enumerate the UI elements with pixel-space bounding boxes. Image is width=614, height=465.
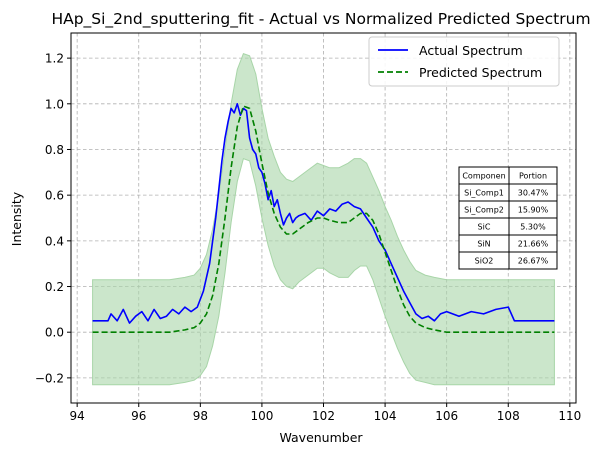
table-header: Portion	[519, 172, 547, 181]
table-cell	[508, 251, 558, 270]
y-tick-label: 0.0	[45, 326, 64, 340]
component-table: Componen Portion Si_Comp1 30.47% Si_Comp2 15.…	[458, 166, 558, 270]
y-tick-label: 0.6	[45, 189, 64, 203]
x-tick-label: 108	[497, 409, 520, 423]
chart-title: HAp_Si_2nd_sputtering_fit - Actual vs No…	[51, 10, 590, 29]
table-portion-value: 26.67%	[518, 257, 549, 266]
legend-predicted-label: Predicted Spectrum	[419, 65, 542, 80]
x-axis-label: Wavenumber	[279, 430, 363, 445]
x-tick-label: 98	[193, 409, 208, 423]
table-header: Componen	[462, 172, 505, 181]
table-component-name: Si_Comp2	[464, 206, 504, 215]
legend-actual-label: Actual Spectrum	[419, 43, 523, 58]
table-portion-value: 5.30%	[520, 223, 546, 232]
x-axis: 94 96 98 100 102 104 106 108 110	[70, 403, 581, 423]
x-tick-label: 102	[312, 409, 335, 423]
y-tick-label: 1.0	[45, 97, 64, 111]
x-tick-label: 104	[374, 409, 397, 423]
y-axis: −0.2 0.0 0.2 0.4 0.6 0.8 1.0 1.2	[35, 52, 71, 385]
table-component-name: SiN	[477, 240, 490, 249]
y-tick-label: 0.2	[45, 280, 64, 294]
table-portion-value: 15.90%	[518, 206, 549, 215]
series-predicted-line	[92, 105, 555, 333]
x-tick-label: 100	[250, 409, 273, 423]
x-tick-label: 94	[70, 409, 85, 423]
y-tick-label: 0.4	[45, 234, 64, 248]
legend: Actual Spectrum Predicted Spectrum	[368, 36, 560, 87]
x-tick-label: 110	[558, 409, 581, 423]
x-tick-label: 96	[131, 409, 146, 423]
y-tick-label: 0.8	[45, 143, 64, 157]
table-portion-value: 30.47%	[518, 189, 549, 198]
table-portion-value: 21.66%	[518, 240, 549, 249]
y-axis-label: Intensity	[9, 191, 24, 246]
table-component-name: SiC	[478, 223, 491, 232]
series-actual-line	[92, 103, 555, 324]
table-component-name: Si_Comp1	[464, 189, 504, 198]
table-component-name: SiO2	[475, 257, 494, 266]
legend-box	[368, 36, 560, 87]
y-tick-label: 1.2	[45, 52, 64, 66]
x-tick-label: 106	[435, 409, 458, 423]
y-tick-label: −0.2	[35, 371, 64, 385]
confidence-band	[92, 52, 555, 386]
